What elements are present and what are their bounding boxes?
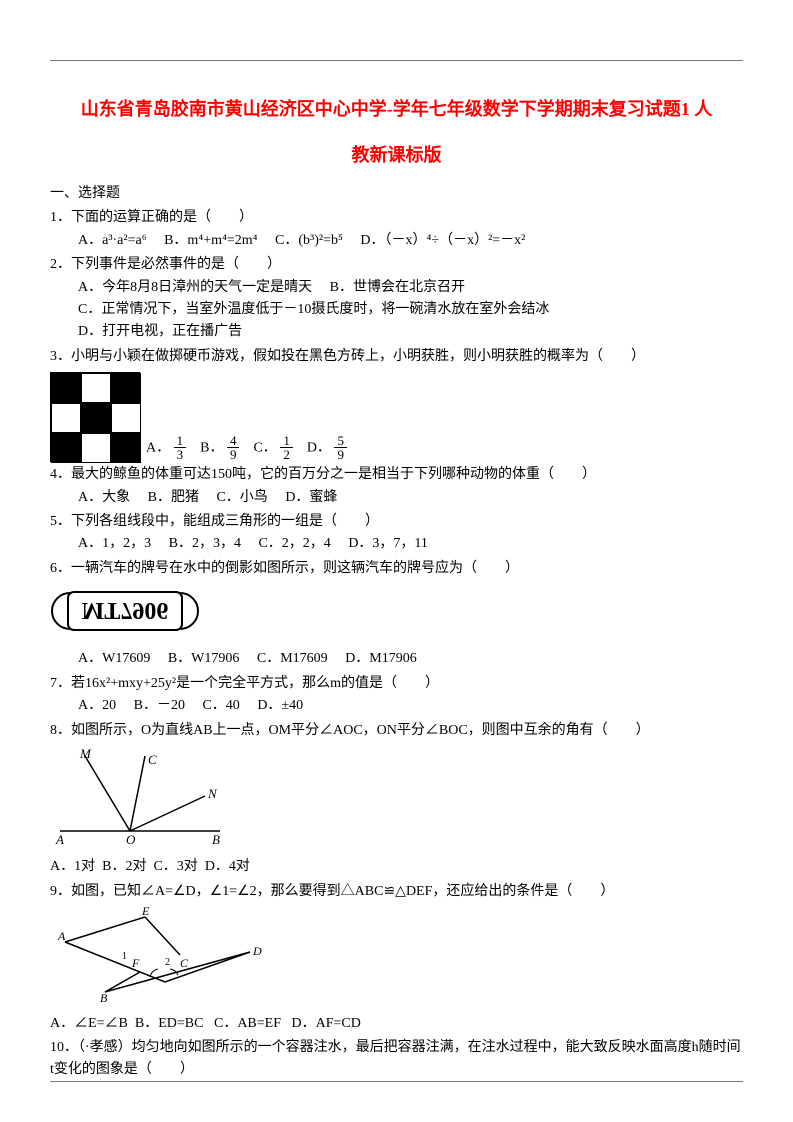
q6-stem: 6．一辆汽车的牌号在水中的倒影如图所示，则这辆汽车的牌号应为（ ）: [50, 558, 743, 580]
svg-text:A: A: [57, 929, 66, 943]
q6-opt-d: D．M17906: [345, 651, 417, 666]
q6-opt-b: B．W17906: [168, 651, 240, 666]
q8-options: A．1对 B．2对 C．3对 D．4对: [50, 856, 743, 878]
q3-checker-grid: [50, 372, 140, 462]
label-B: B: [212, 832, 220, 846]
svg-text:E: E: [141, 907, 150, 918]
checker-cell: [51, 433, 81, 463]
checker-cell: [51, 373, 81, 403]
q1-stem: 1．下面的运算正确的是（ ）: [50, 207, 743, 229]
checker-cell: [111, 403, 141, 433]
q3-figure-row: A． 13 B． 49 C． 12 D． 59: [50, 372, 743, 462]
q4-opt-d: D．蜜蜂: [285, 490, 337, 505]
q7-stem: 7．若16x²+mxy+25y²是一个完全平方式，那么m的值是（ ）: [50, 673, 743, 695]
label-N: N: [207, 786, 218, 801]
q2-options-row1: A．今年8月8日漳州的天气一定是晴天 B．世博会在北京召开: [50, 277, 743, 299]
q9-opt-d: D．AF=CD: [292, 1016, 361, 1031]
q2-opt-d: D．打开电视，正在播广告: [78, 324, 242, 339]
checker-cell: [81, 403, 111, 433]
q2-opt-c: C．正常情况下，当室外温度低于－10摄氏度时，将一碗清水放在室外会结冰: [78, 302, 549, 317]
q8-stem: 8．如图所示，O为直线AB上一点，OM平分∠AOC，ON平分∠BOC，则图中互余…: [50, 720, 743, 742]
svg-text:C: C: [180, 956, 189, 970]
checker-cell: [111, 373, 141, 403]
q2-opt-a: A．今年8月8日漳州的天气一定是晴天: [78, 280, 312, 295]
q9-options: A．∠E=∠B B．ED=BC C．AB=EF D．AF=CD: [50, 1013, 743, 1035]
q1-opt-b: B．m⁴+m⁴=2m⁴: [164, 233, 257, 248]
q3-opt-b-frac: 49: [227, 434, 240, 462]
q4-opt-a: A．大象: [78, 490, 130, 505]
label-C: C: [148, 752, 157, 767]
q6-opt-a: A．W17609: [78, 651, 150, 666]
svg-text:B: B: [100, 991, 108, 1002]
q8-opt-d: D．4对: [205, 859, 250, 874]
q5-opt-c: C．2，2，4: [258, 536, 330, 551]
q8-figure: M C N A O B: [50, 746, 743, 854]
svg-text:D: D: [252, 944, 262, 958]
bottom-rule: [50, 1081, 743, 1082]
q2-stem: 2．下列事件是必然事件的是（ ）: [50, 254, 743, 276]
q3-opt-c-frac: 12: [280, 434, 293, 462]
q4-opt-c: C．小鸟: [216, 490, 267, 505]
q9-opt-a: A．∠E=∠B: [50, 1016, 128, 1031]
q8-opt-a: A．1对: [50, 859, 95, 874]
q8-svg: M C N A O B: [50, 746, 230, 846]
q7-opt-b: B．－20: [134, 698, 185, 713]
q3-opt-c-label: C．: [253, 440, 276, 455]
title-line2: 教新课标版: [50, 137, 743, 173]
q7-options: A．20 B．－20 C．40 D．±40: [50, 695, 743, 717]
q8-opt-b: B．2对: [102, 859, 146, 874]
q6-opt-c: C．M17609: [257, 651, 328, 666]
label-M: M: [79, 746, 92, 761]
svg-text:MT7906: MT7906: [82, 597, 169, 623]
q1-options: A．a³·a²=a⁶ B．m⁴+m⁴=2m⁴ C．(b³)²=b⁵ D．（－x）…: [50, 230, 743, 252]
q5-stem: 5．下列各组线段中，能组成三角形的一组是（ ）: [50, 511, 743, 533]
title-line1: 山东省青岛胶南市黄山经济区中心中学-学年七年级数学下学期期末复习试题1 人: [50, 91, 743, 127]
section-1-heading: 一、选择题: [50, 183, 743, 205]
q5-options: A．1，2，3 B．2，3，4 C．2，2，4 D．3，7，11: [50, 533, 743, 555]
q5-opt-d: D．3，7，11: [348, 536, 428, 551]
plate-svg: MT7906: [50, 586, 200, 636]
q9-stem: 9．如图，已知∠A=∠D，∠1=∠2，那么要得到△ABC≌△DEF，还应给出的条…: [50, 881, 743, 903]
q3-stem: 3．小明与小颖在做掷硬币游戏，假如投在黑色方砖上，小明获胜，则小明获胜的概率为（…: [50, 346, 743, 368]
q1-opt-a: A．a³·a²=a⁶: [78, 233, 147, 248]
q9-opt-b: B．ED=BC: [135, 1016, 204, 1031]
q4-opt-b: B．肥猪: [148, 490, 199, 505]
q10-stem: 10．（·孝感）均匀地向如图所示的一个容器注水，最后把容器注满，在注水过程中，能…: [50, 1037, 743, 1082]
q7-opt-c: C．40: [202, 698, 239, 713]
svg-text:1: 1: [122, 951, 127, 962]
checker-cell: [111, 433, 141, 463]
q4-stem: 4．最大的鲸鱼的体重可达150吨，它的百万分之一是相当于下列哪种动物的体重（ ）: [50, 464, 743, 486]
q2-opt-b: B．世博会在北京召开: [330, 280, 465, 295]
top-rule: [50, 60, 743, 61]
label-O: O: [126, 832, 136, 846]
svg-text:2: 2: [165, 957, 170, 968]
q6-plate-figure: MT7906: [50, 586, 743, 644]
svg-text:F: F: [131, 956, 140, 970]
q1-opt-d: D．（－x）⁴÷（－x）²=－x²: [360, 233, 525, 248]
q3-opt-b-label: B．: [200, 440, 223, 455]
q9-opt-c: C．AB=EF: [214, 1016, 281, 1031]
q3-opt-a-frac: 13: [174, 434, 187, 462]
q6-options: A．W17609 B．W17906 C．M17609 D．M17906: [50, 648, 743, 670]
q9-figure: A E B C D F 1 2: [50, 907, 743, 1010]
q3-opt-d-label: D．: [307, 440, 331, 455]
q4-options: A．大象 B．肥猪 C．小鸟 D．蜜蜂: [50, 487, 743, 509]
q3-opt-d-frac: 59: [334, 434, 347, 462]
q7-opt-d: D．±40: [257, 698, 303, 713]
checker-cell: [81, 433, 111, 463]
q2-options-row2: C．正常情况下，当室外温度低于－10摄氏度时，将一碗清水放在室外会结冰: [50, 299, 743, 321]
q8-opt-c: C．3对: [153, 859, 197, 874]
q5-opt-b: B．2，3，4: [169, 536, 241, 551]
q1-opt-c: C．(b³)²=b⁵: [275, 233, 343, 248]
q7-opt-a: A．20: [78, 698, 116, 713]
q3-opt-a-label: A．: [146, 440, 170, 455]
label-A: A: [55, 832, 64, 846]
q5-opt-a: A．1，2，3: [78, 536, 151, 551]
q2-options-row3: D．打开电视，正在播广告: [50, 321, 743, 343]
q9-svg: A E B C D F 1 2: [50, 907, 270, 1002]
checker-cell: [81, 373, 111, 403]
q3-options: A． 13 B． 49 C． 12 D． 59: [146, 434, 347, 462]
checker-cell: [51, 403, 81, 433]
